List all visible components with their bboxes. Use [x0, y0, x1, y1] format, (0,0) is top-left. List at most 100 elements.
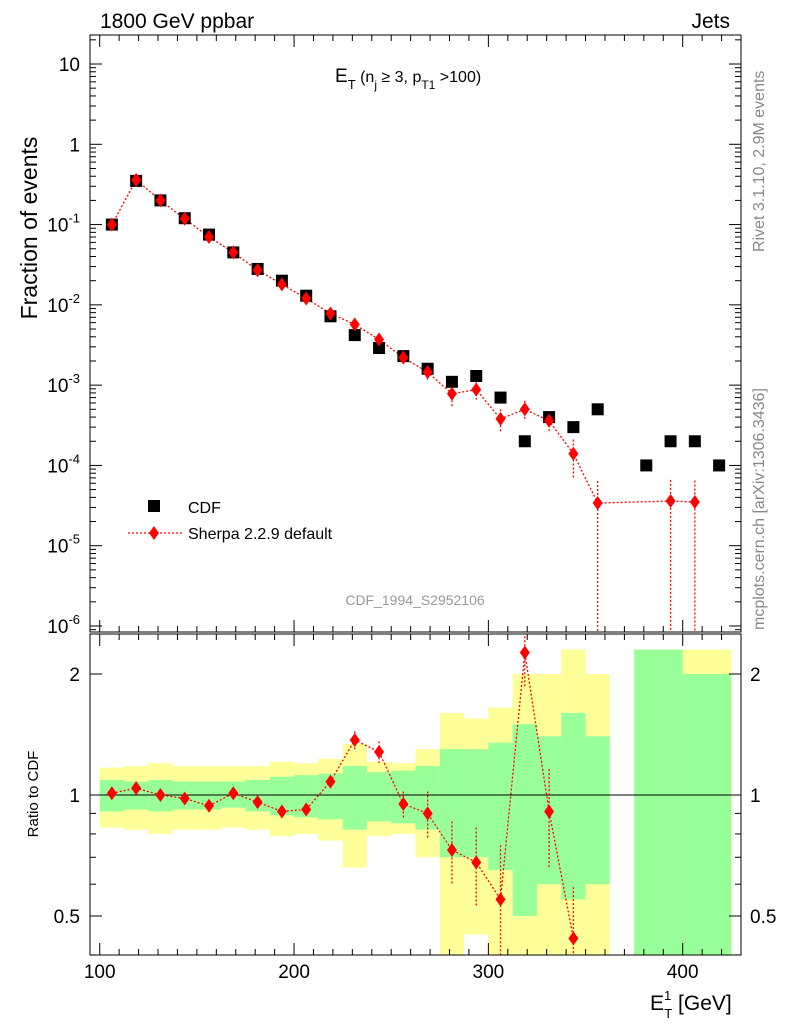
- ratio-panel: 0.5 0.5 1 1 2 2 100 200 300 400 Ratio to CDF E1 T…: [25, 633, 776, 1021]
- sherpa-point: [665, 494, 676, 509]
- ratio-point: [446, 842, 457, 857]
- header-right: Jets: [691, 10, 730, 33]
- y-tick-label: 0.5: [750, 907, 776, 928]
- legend-sherpa-label: Sherpa 2.2.9 default: [188, 526, 333, 543]
- ratio-point: [544, 804, 555, 819]
- stat-band: [366, 772, 392, 822]
- stat-band: [658, 649, 683, 955]
- stat-band: [464, 749, 489, 858]
- sherpa-point: [179, 211, 190, 226]
- sherpa-point: [204, 230, 215, 245]
- ratio-point: [495, 892, 506, 907]
- sherpa-point: [325, 306, 336, 321]
- y-tick-label: 10-2: [47, 291, 80, 317]
- chart-title-text: ET (nj ≥ 3, pT1 >100): [335, 66, 481, 92]
- ratio-point: [204, 798, 215, 813]
- stat-band: [512, 724, 537, 916]
- x-tick-label: 300: [473, 962, 505, 983]
- ratio-point: [398, 796, 409, 811]
- stat-band: [585, 736, 610, 885]
- sherpa-point: [689, 495, 700, 510]
- sherpa-point: [349, 317, 360, 332]
- cdf-point: [688, 435, 701, 448]
- sherpa-point: [446, 386, 457, 401]
- stat-band: [561, 712, 586, 900]
- ratio-point: [301, 802, 312, 817]
- sherpa-point: [422, 365, 433, 380]
- x-axis-label: E1 T [GeV]: [650, 988, 732, 1021]
- cdf-point: [470, 369, 483, 382]
- sherpa-point: [252, 263, 263, 278]
- x-tick-label: 400: [667, 962, 699, 983]
- ratio-point: [568, 931, 579, 946]
- side-text-bottom: mcplots.cern.ch [arXiv:1306.3436]: [751, 388, 768, 630]
- stat-band: [634, 649, 659, 955]
- y-tick-label: 10-6: [47, 612, 80, 638]
- cdf-point: [518, 435, 531, 448]
- legend-cdf-label: CDF: [188, 500, 221, 517]
- x-axis-label-text: E1 T [GeV]: [650, 988, 732, 1021]
- chart-title: ET (nj ≥ 3, pT1 >100): [335, 66, 481, 92]
- header-left: 1800 GeV ppbar: [100, 10, 254, 33]
- ratio-point: [519, 645, 530, 660]
- ratio-point: [349, 733, 360, 748]
- sherpa-point: [155, 193, 166, 208]
- stat-band: [439, 749, 465, 858]
- stat-band: [342, 766, 367, 830]
- watermark: CDF_1994_S2952106: [345, 592, 485, 608]
- main-y-axis-label: Fraction of events: [16, 137, 42, 320]
- cdf-point: [445, 375, 458, 388]
- cdf-point: [664, 435, 677, 448]
- sherpa-point: [276, 277, 287, 292]
- cdf-point: [373, 342, 386, 355]
- sherpa-point: [495, 411, 506, 426]
- cdf-point: [567, 421, 580, 434]
- y-tick-label: 0.5: [54, 907, 80, 928]
- y-tick-label: 1: [69, 786, 80, 807]
- y-tick-label: 1: [69, 135, 80, 156]
- y-tick-label: 2: [69, 665, 80, 686]
- y-tick-label: 10-3: [47, 371, 80, 397]
- sherpa-point: [544, 413, 555, 428]
- main-panel: 10 1 10-1 10-2 10-3 10-4 10-5 10-6 Fraction of …: [16, 34, 742, 638]
- sherpa-point: [592, 496, 603, 511]
- stat-band: [488, 742, 513, 871]
- ratio-point: [252, 795, 263, 810]
- sherpa-point: [131, 172, 142, 187]
- legend-cdf-marker: [148, 500, 160, 512]
- legend-sherpa-marker: [149, 526, 159, 540]
- y-tick-label: 10-4: [47, 451, 80, 477]
- side-text-top: Rivet 3.1.10, 2.9M events: [751, 71, 768, 252]
- y-tick-label: 10-5: [47, 532, 80, 558]
- ratio-point: [422, 806, 433, 821]
- sherpa-line: [111, 178, 695, 504]
- stat-band: [682, 674, 707, 955]
- ratio-line: [111, 652, 575, 939]
- y-tick-label: 10-1: [47, 211, 80, 237]
- cdf-point: [591, 403, 604, 416]
- sherpa-point: [106, 217, 117, 232]
- sherpa-point: [301, 291, 312, 306]
- ratio-point: [276, 804, 287, 819]
- ratio-point: [106, 786, 117, 801]
- x-tick-label: 200: [278, 962, 310, 983]
- sherpa-point: [519, 402, 530, 417]
- cdf-point: [640, 459, 653, 472]
- legend: CDF Sherpa 2.2.9 default: [128, 500, 333, 543]
- cdf-point: [348, 329, 361, 342]
- sherpa-point: [471, 382, 482, 397]
- ratio-point: [131, 781, 142, 796]
- ratio-point: [471, 855, 482, 870]
- sherpa-point: [374, 332, 385, 347]
- cdf-point: [713, 459, 726, 472]
- ratio-point: [325, 774, 336, 789]
- y-tick-label: 2: [750, 665, 761, 686]
- ratio-point: [179, 791, 190, 806]
- main-frame: [89, 34, 742, 633]
- ratio-y-axis-label: Ratio to CDF: [25, 751, 42, 838]
- sherpa-point: [398, 350, 409, 365]
- y-tick-label: 10: [59, 55, 80, 76]
- cdf-point: [494, 391, 507, 404]
- stat-band: [706, 674, 732, 955]
